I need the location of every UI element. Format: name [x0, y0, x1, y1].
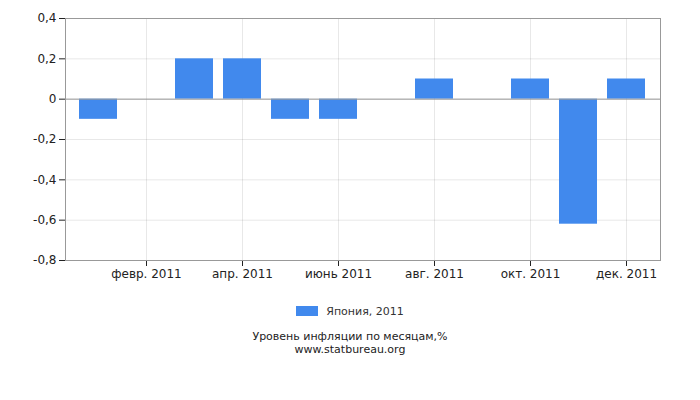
svg-text:-0,6: -0,6	[33, 213, 56, 227]
html-text:Япония, 2011: Япония, 2011	[326, 304, 404, 318]
svg-text:-0,4: -0,4	[33, 173, 56, 187]
svg-text:0: 0	[49, 92, 57, 106]
svg-text:-0,8: -0,8	[33, 253, 56, 267]
svg-text:0,4: 0,4	[37, 11, 56, 25]
svg-text:февр. 2011: февр. 2011	[111, 267, 182, 281]
svg-text:авг. 2011: авг. 2011	[405, 267, 464, 281]
svg-text:апр. 2011: апр. 2011	[212, 267, 273, 281]
svg-text:июнь 2011: июнь 2011	[305, 267, 372, 281]
svg-text:-0,2: -0,2	[33, 132, 56, 146]
svg-text:окт. 2011: окт. 2011	[501, 267, 561, 281]
html-text:Уровень инфляции по месяцам,%: Уровень инфляции по месяцам,%	[252, 330, 448, 343]
svg-text:дек. 2011: дек. 2011	[596, 267, 657, 281]
svg-text:0,2: 0,2	[37, 52, 56, 66]
html-text:www.statbureau.org: www.statbureau.org	[294, 343, 406, 356]
